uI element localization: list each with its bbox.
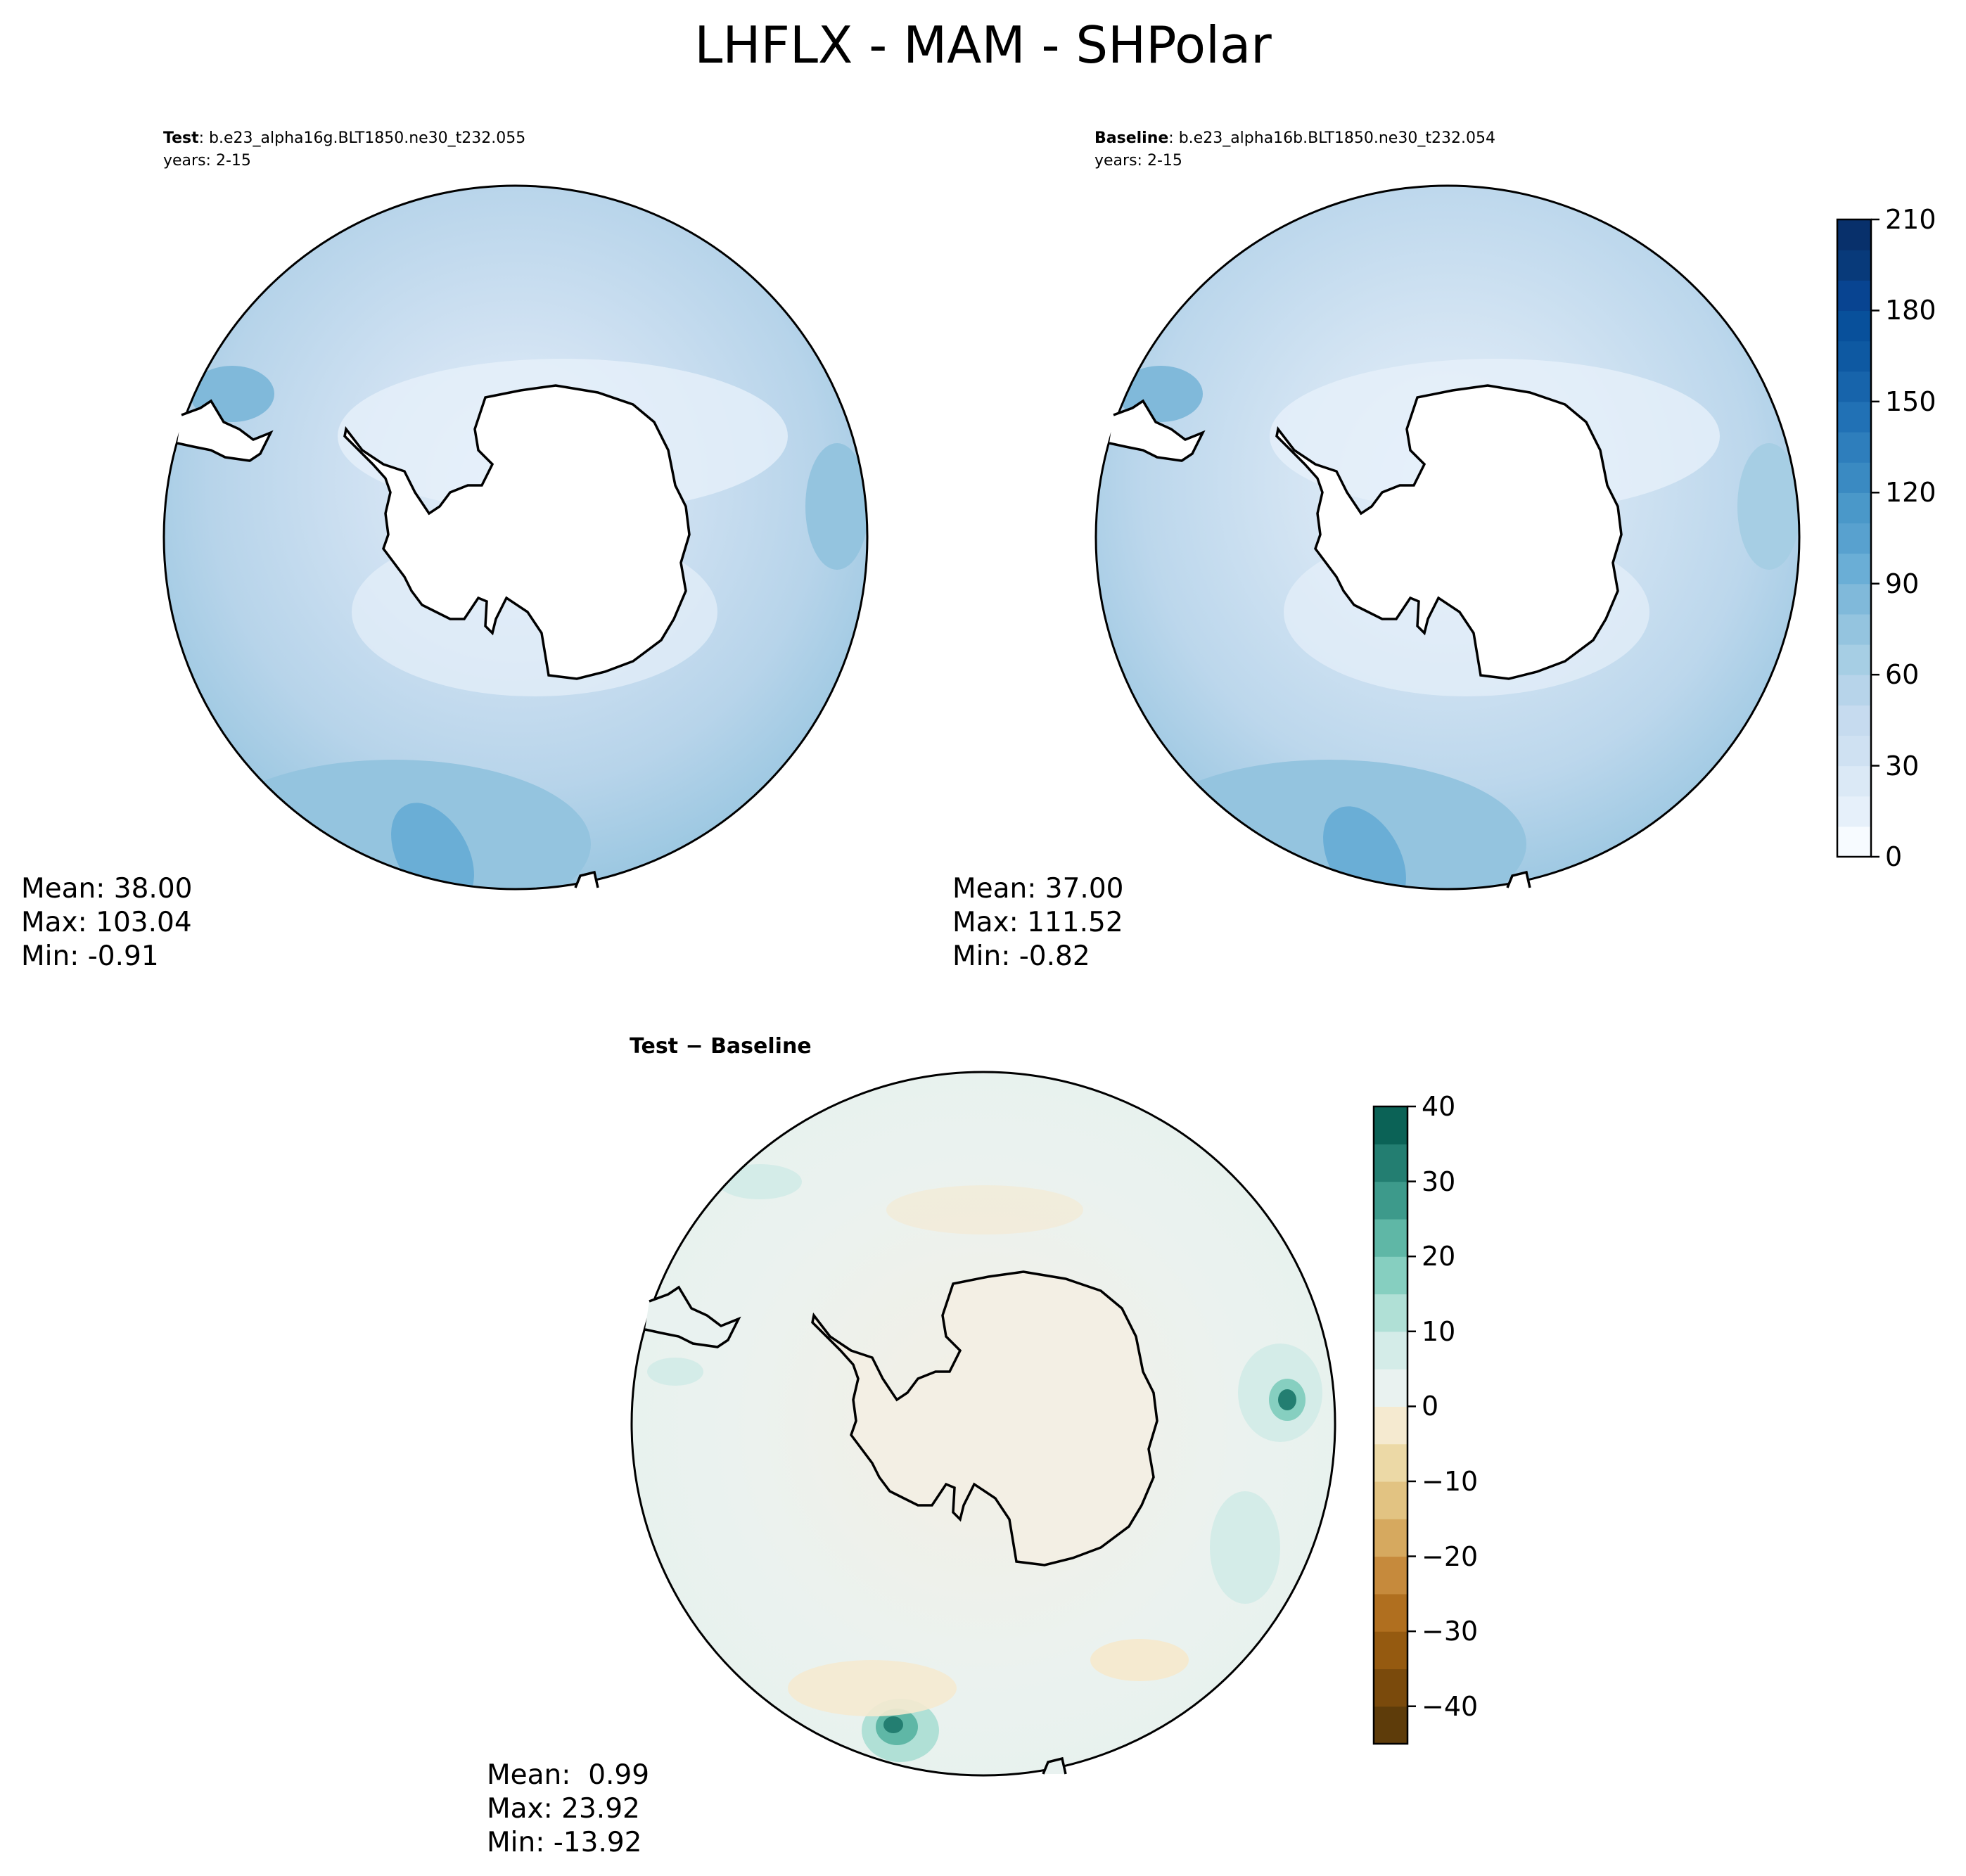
test-mean: Mean: 38.00 [21,873,193,905]
diff-mean: Mean: 0.99 [487,1759,650,1791]
test-subtitle: Test: b.e23_alpha16g.BLT1850.ne30_t232.0… [163,129,525,148]
test-years: years: 2-15 [163,152,251,170]
blues-colorbar-segment [1837,583,1871,615]
blues-colorbar-segment [1837,340,1871,372]
test-stats: Mean: 38.00 Max: 103.04 Min: -0.91 [21,872,192,974]
blues-colorbar-segment [1837,219,1871,250]
diff-colorbar-segment [1374,1556,1408,1595]
blues-colorbar-frame [1836,218,1872,858]
blues-colorbar-segment [1837,462,1871,493]
test-antarctica [343,384,691,680]
blues-colorbar-segment [1837,765,1871,797]
diff-colorbar-tick-label: −20 [1422,1540,1479,1572]
test-south-america [177,399,274,462]
blues-colorbar-segment [1837,523,1871,554]
blues-colorbar-segment [1837,371,1871,402]
baseline-colorbar [1836,218,1879,858]
diff-colorbar-frame [1372,1105,1409,1745]
diff-title-test: Test [630,1034,679,1059]
blues-colorbar-tick-label: 150 [1885,385,1936,417]
blues-colorbar-segment [1837,644,1871,675]
diff-colorbar-segment [1374,1218,1408,1257]
test-min: Min: -0.91 [21,940,159,972]
diff-colorbar-segment [1374,1331,1408,1370]
baseline-mean: Mean: 37.00 [952,873,1124,905]
baseline-label: Baseline [1094,129,1169,147]
baseline-min: Min: -0.82 [952,940,1090,972]
diff-colorbar-segment [1374,1144,1408,1182]
diff-colorbar-segment [1374,1481,1408,1519]
diff-colorbar-segment [1374,1668,1408,1707]
blues-colorbar-segment [1837,401,1871,433]
test-case: : b.e23_alpha16g.BLT1850.ne30_t232.055 [198,129,526,147]
blues-colorbar-segment [1837,492,1871,524]
baseline-years: years: 2-15 [1094,152,1182,170]
blues-colorbar-tick-label: 120 [1885,477,1936,509]
test-label: Test [163,129,199,147]
diff-south-america [644,1285,741,1348]
diff-colorbar [1372,1105,1416,1745]
baseline-case: : b.e23_alpha16b.BLT1850.ne30_t232.054 [1168,129,1495,147]
blues-colorbar-tick-label: 60 [1885,659,1920,691]
diff-colorbar-segment [1374,1593,1408,1632]
blues-colorbar-segment [1837,553,1871,585]
blues-colorbar-segment [1837,250,1871,281]
test-max: Max: 103.04 [21,907,192,938]
diff-colorbar-tick-label: 40 [1422,1091,1456,1122]
diff-colorbar-tick-label: 10 [1422,1315,1456,1347]
blues-colorbar-segment [1837,280,1871,312]
diff-max: Max: 23.92 [487,1793,640,1825]
blues-colorbar-tick-label: 180 [1885,295,1936,326]
diff-colorbar-segment [1374,1369,1408,1407]
diff-colorbar-segment [1374,1443,1408,1482]
blues-colorbar-tick-label: 210 [1885,204,1936,235]
baseline-max: Max: 111.52 [952,907,1123,938]
diff-colorbar-tick-label: −30 [1422,1616,1479,1647]
blues-colorbar-segment [1837,613,1871,645]
diff-antarctica [811,1270,1158,1566]
blues-colorbar-segment [1837,705,1871,736]
blues-colorbar-tick-label: 30 [1885,750,1920,781]
diff-colorbar-segment [1374,1294,1408,1332]
diff-colorbar-segment [1374,1181,1408,1220]
diff-colorbar-segment [1374,1631,1408,1670]
diff-colorbar-segment [1374,1519,1408,1557]
diff-colorbar-tick-label: 30 [1422,1166,1456,1197]
diff-colorbar-tick-label: −40 [1422,1690,1479,1722]
blues-colorbar-segment [1837,675,1871,706]
diff-stats: Mean: 0.99 Max: 23.92 Min: -13.92 [487,1759,649,1860]
blues-colorbar-segment [1837,735,1871,767]
diff-colorbar-segment [1374,1256,1408,1295]
blues-colorbar-segment [1837,432,1871,463]
diff-title-sep: − [678,1034,711,1059]
diff-colorbar-segment [1374,1706,1408,1744]
diff-colorbar-segment [1374,1406,1408,1445]
baseline-subtitle: Baseline: b.e23_alpha16b.BLT1850.ne30_t2… [1094,129,1495,148]
diff-colorbar-tick-label: 20 [1422,1241,1456,1272]
baseline-antarctica [1275,384,1623,680]
figure-title: LHFLX - MAM - SHPolar [694,15,1272,75]
diff-colorbar-tick-label: −10 [1422,1465,1479,1497]
diff-colorbar-tick-label: 0 [1422,1391,1439,1422]
diff-colorbar-segment [1374,1106,1408,1144]
blues-colorbar-tick-label: 0 [1885,841,1903,872]
diff-title: Test − Baseline [630,1034,812,1059]
blues-colorbar-tick-label: 90 [1885,568,1920,599]
baseline-south-america [1109,399,1206,462]
blues-colorbar-segment [1837,826,1871,857]
diff-min: Min: -13.92 [487,1827,642,1858]
blues-colorbar-segment [1837,310,1871,342]
blues-colorbar-segment [1837,796,1871,827]
diff-title-baseline: Baseline [710,1034,812,1059]
baseline-stats: Mean: 37.00 Max: 111.52 Min: -0.82 [952,872,1123,974]
